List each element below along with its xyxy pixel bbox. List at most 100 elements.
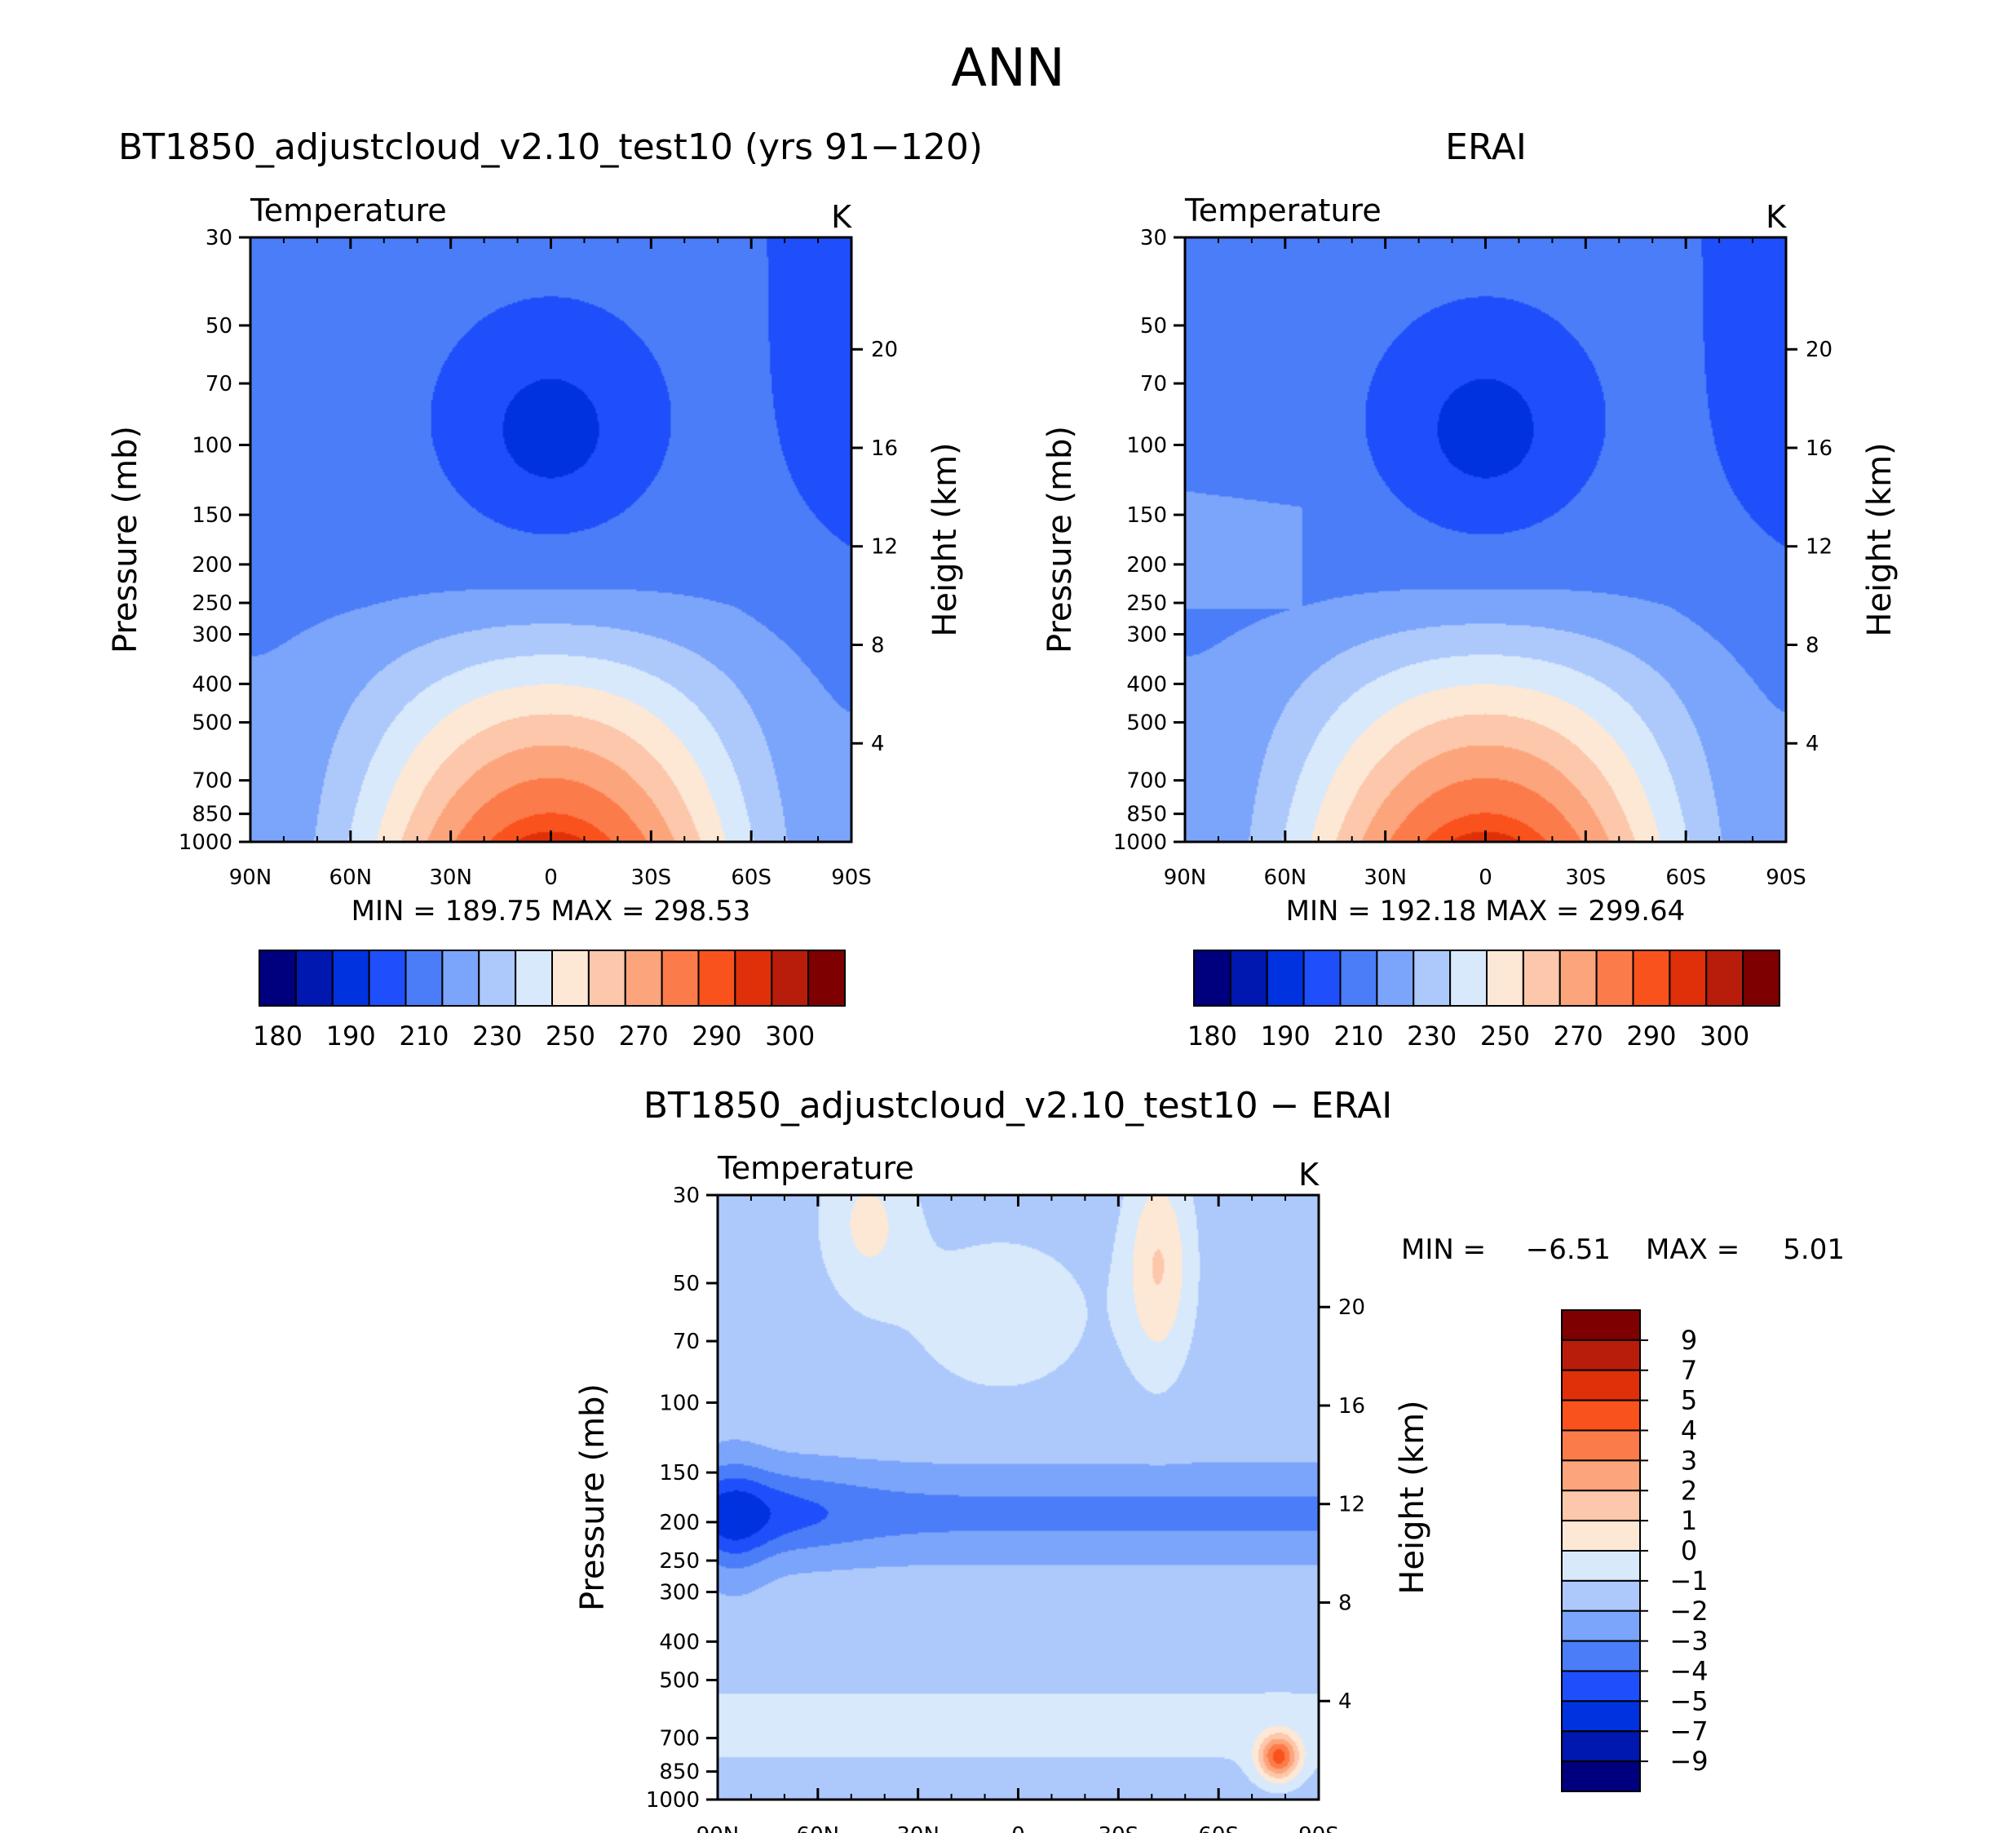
colorbar-swatch xyxy=(259,950,297,1007)
colorbar-swatch xyxy=(1705,950,1744,1007)
y-tick-label: 50 xyxy=(673,1272,700,1296)
colorbar-swatch xyxy=(368,950,407,1007)
y-tick-label: 700 xyxy=(1126,769,1167,794)
y-tick-label: 50 xyxy=(206,314,232,339)
y-right-tick-label: 20 xyxy=(871,338,898,362)
colorbar-swatch xyxy=(1486,950,1524,1007)
colorbar-label: 190 xyxy=(1261,1021,1311,1052)
panel-obs: ERAI 90N 60N 30N 0 30S 60S 90S 30 50 70 100 150 200 25… xyxy=(1041,126,1899,1052)
y-tick-label: 30 xyxy=(1140,226,1167,250)
colorbar-swatch xyxy=(331,950,370,1007)
y-tick-label: 1000 xyxy=(646,1788,700,1813)
colorbar-swatch xyxy=(1595,950,1634,1007)
y-right-axis-label: Height (km) xyxy=(1394,1400,1431,1594)
colorbar-swatch xyxy=(1632,950,1671,1007)
colorbar-label: 2 xyxy=(1681,1475,1697,1506)
x-tick-label: 60S xyxy=(1665,866,1706,890)
min-max-text: MIN = 192.18 MAX = 299.64 xyxy=(1286,895,1686,928)
x-tick-label: 60N xyxy=(797,1823,840,1833)
x-tick-label: 90N xyxy=(696,1823,740,1833)
y-right-tick-label: 12 xyxy=(1806,535,1833,560)
colorbar-swatch xyxy=(1561,1700,1641,1733)
panel-model: BT1850_adjustcloud_v2.10_test10 (yrs 91−… xyxy=(107,126,983,1052)
y-tick-label: 30 xyxy=(673,1184,700,1208)
colorbar-swatch xyxy=(1339,950,1378,1007)
y-right-axis-label: Height (km) xyxy=(926,442,964,636)
colorbar-label: 300 xyxy=(765,1021,815,1052)
y-tick-label: 70 xyxy=(1140,372,1167,396)
x-tick-label: 60S xyxy=(731,866,771,890)
colorbar-label: 9 xyxy=(1681,1325,1697,1356)
colorbar-swatch xyxy=(1561,1640,1641,1672)
panel-title: BT1850_adjustcloud_v2.10_test10 (yrs 91−… xyxy=(118,126,983,168)
y-axis-label: Pressure (mb) xyxy=(574,1384,612,1611)
colorbar-label: 250 xyxy=(546,1021,595,1052)
colorbar-swatch xyxy=(1302,950,1342,1007)
y-right-tick-label: 8 xyxy=(1806,633,1819,657)
colorbar-swatch xyxy=(551,950,590,1007)
colorbar-label: 290 xyxy=(692,1021,741,1052)
y-right-axis-label: Height (km) xyxy=(1861,442,1899,636)
y-tick-label: 700 xyxy=(659,1727,700,1751)
x-tick-label: 30N xyxy=(429,866,472,890)
y-tick-label: 200 xyxy=(192,553,232,578)
colorbar-swatch xyxy=(771,950,810,1007)
units-label: K xyxy=(1766,199,1787,235)
y-tick-label: 850 xyxy=(659,1760,700,1785)
x-tick-label: 90N xyxy=(229,866,272,890)
units-label: K xyxy=(1298,1157,1320,1193)
y-tick-label: 1000 xyxy=(179,830,232,855)
y-tick-label: 850 xyxy=(192,803,232,827)
colorbar-swatch xyxy=(1522,950,1561,1007)
colorbar-swatch xyxy=(1561,1609,1641,1642)
min-max-text: MIN = 189.75 MAX = 298.53 xyxy=(351,895,751,928)
colorbar-label: −4 xyxy=(1669,1656,1708,1687)
colorbar-swatch xyxy=(1561,1760,1641,1792)
colorbar-swatch xyxy=(1561,1399,1641,1432)
colorbar-swatch xyxy=(1449,950,1488,1007)
y-tick-label: 300 xyxy=(1126,623,1167,648)
x-tick-label: 60N xyxy=(329,866,373,890)
figure-title: ANN xyxy=(951,38,1065,99)
y-right-tick-label: 16 xyxy=(1338,1394,1365,1419)
colorbar-label: 230 xyxy=(472,1021,522,1052)
variable-label: Temperature xyxy=(250,193,447,228)
y-tick-label: 200 xyxy=(659,1511,700,1535)
y-right-tick-label: 12 xyxy=(1338,1493,1365,1517)
y-right-tick-label: 16 xyxy=(1806,436,1833,461)
colorbar-label: 210 xyxy=(1333,1021,1383,1052)
colorbar-swatch xyxy=(587,950,626,1007)
panel-title: BT1850_adjustcloud_v2.10_test10 − ERAI xyxy=(643,1085,1392,1127)
y-tick-label: 150 xyxy=(659,1461,700,1485)
colorbar-swatch xyxy=(1561,1459,1641,1492)
colorbar-label: 270 xyxy=(619,1021,669,1052)
y-tick-label: 1000 xyxy=(1113,830,1167,855)
colorbar-swatch xyxy=(1561,1339,1641,1371)
x-tick-label: 60S xyxy=(1198,1823,1239,1833)
y-right-tick-label: 4 xyxy=(871,732,885,756)
x-tick-label: 30S xyxy=(1566,866,1607,890)
colorbar-label: 270 xyxy=(1554,1021,1603,1052)
y-right-tick-label: 16 xyxy=(871,436,898,461)
colorbar-label: 230 xyxy=(1407,1021,1457,1052)
y-tick-label: 200 xyxy=(1126,553,1167,578)
x-tick-label: 0 xyxy=(544,866,558,890)
y-tick-label: 100 xyxy=(192,433,232,458)
colorbar-label: −9 xyxy=(1669,1746,1708,1777)
y-right-tick-label: 20 xyxy=(1806,338,1833,362)
y-tick-label: 700 xyxy=(192,769,232,794)
colorbar-swatch xyxy=(1376,950,1415,1007)
colorbar-swatch xyxy=(1561,1670,1641,1702)
max-label: MAX = xyxy=(1646,1233,1740,1266)
colorbar-label: −2 xyxy=(1669,1596,1708,1627)
colorbar-label: 1 xyxy=(1681,1505,1697,1536)
x-tick-label: 90N xyxy=(1164,866,1207,890)
y-right-tick-label: 4 xyxy=(1806,732,1819,756)
colorbar-swatch xyxy=(441,950,480,1007)
variable-label: Temperature xyxy=(1184,193,1382,228)
colorbar: 180 190 210 230 250 270 290 300 xyxy=(1187,950,1780,1052)
min-value: −6.51 xyxy=(1526,1233,1611,1266)
colorbar-label: 5 xyxy=(1681,1385,1697,1416)
colorbar-swatch xyxy=(1229,950,1268,1007)
